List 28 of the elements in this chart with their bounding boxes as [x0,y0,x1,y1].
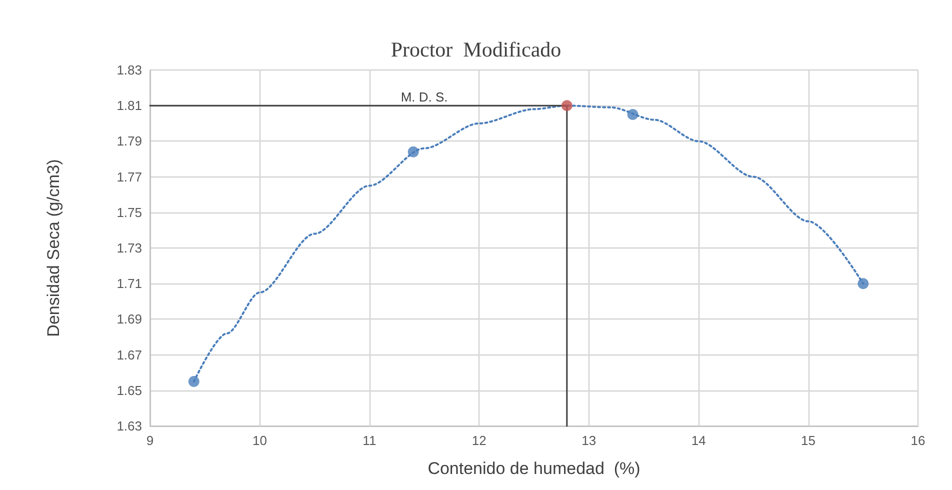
y-axis-title: Densidad Seca (g/cm3) [44,159,63,337]
y-tick-label: 1.71 [116,276,142,292]
x-tick-label: 11 [362,433,376,448]
chart-title: Proctor Modificado [390,38,562,62]
point [188,376,200,387]
x-tick-label: 13 [582,433,596,448]
y-tick-label: 1.73 [116,240,142,256]
y-tick-label: 1.75 [116,204,142,220]
point [561,100,572,112]
x-tick-label: 16 [910,433,926,448]
y-tick-label: 1.77 [116,169,142,184]
y-tick-label: 1.69 [116,312,142,327]
point [408,146,419,158]
x-tick-label: 9 [146,433,154,448]
y-tick-label: 1.83 [116,62,142,78]
x-axis-title: Contenido de humedad (%) [428,459,640,478]
point [858,278,869,290]
y-tick-label: 1.65 [116,382,142,398]
x-tick-label: 12 [472,433,486,448]
x-tick-label: 15 [801,433,816,448]
y-tick-label: 1.67 [116,347,142,362]
point [627,109,638,120]
x-tick-label: 10 [252,433,267,448]
annotation: M. D. S. [400,90,448,105]
y-tick-label: 1.81 [116,98,142,114]
y-tick-label: 1.63 [116,418,142,434]
x-tick-label: 14 [691,433,706,448]
y-tick-label: 1.79 [116,134,142,149]
